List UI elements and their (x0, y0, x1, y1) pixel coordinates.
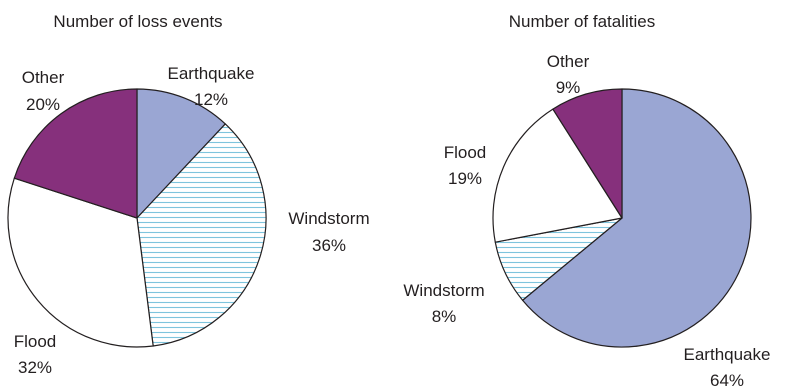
chart-2-slice-other (552, 88, 623, 219)
chart-2-label-other: Other (547, 52, 590, 71)
chart-1-value-windstorm: 36% (312, 236, 346, 255)
chart-1-loss-events: Number of loss events Earthquake 12% Win… (7, 12, 370, 377)
chart-1-slice-other (13, 88, 138, 219)
chart-2-slice-earthquake (522, 88, 752, 348)
chart-2-slice-flood (492, 108, 623, 243)
chart-2-value-earthquake: 64% (710, 371, 744, 386)
chart-1-slice-windstorm (136, 123, 267, 347)
chart-1-slices (7, 88, 267, 348)
chart-1-label-earthquake: Earthquake (168, 64, 255, 83)
chart-2-title: Number of fatalities (509, 12, 655, 31)
chart-2-label-windstorm: Windstorm (403, 281, 484, 300)
chart-2-label-earthquake: Earthquake (684, 345, 771, 364)
chart-2-value-other: 9% (556, 78, 581, 97)
chart-2-fatalities: Number of fatalities Earthquake 64% Wind… (403, 12, 770, 386)
chart-1-value-earthquake: 12% (194, 90, 228, 109)
chart-1-label-other: Other (22, 68, 65, 87)
chart-1-label-flood: Flood (14, 332, 57, 351)
chart-2-value-flood: 19% (448, 169, 482, 188)
chart-1-slice-flood (7, 177, 154, 348)
chart-1-slice-earthquake (136, 88, 226, 219)
chart-2-value-windstorm: 8% (432, 307, 457, 326)
chart-1-value-other: 20% (26, 95, 60, 114)
chart-1-title: Number of loss events (53, 12, 222, 31)
chart-2-label-flood: Flood (444, 143, 487, 162)
chart-1-value-flood: 32% (18, 358, 52, 377)
chart-1-label-windstorm: Windstorm (288, 209, 369, 228)
chart-2-slices (492, 88, 752, 348)
